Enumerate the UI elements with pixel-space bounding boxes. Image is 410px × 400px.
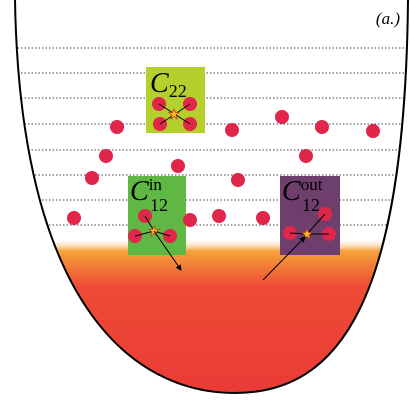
label-part: C — [130, 176, 149, 207]
label-part: in — [149, 175, 163, 194]
label-part: 12 — [302, 195, 320, 215]
label-part: C — [282, 176, 301, 207]
label-part: C — [150, 68, 169, 99]
label-part: out — [301, 175, 323, 194]
label-part: 12 — [150, 195, 168, 215]
panel-label: (a.) — [376, 9, 400, 28]
diagram: (a.) C22 Cin12 Cout12 — [0, 0, 410, 400]
label-part: 22 — [169, 81, 187, 101]
